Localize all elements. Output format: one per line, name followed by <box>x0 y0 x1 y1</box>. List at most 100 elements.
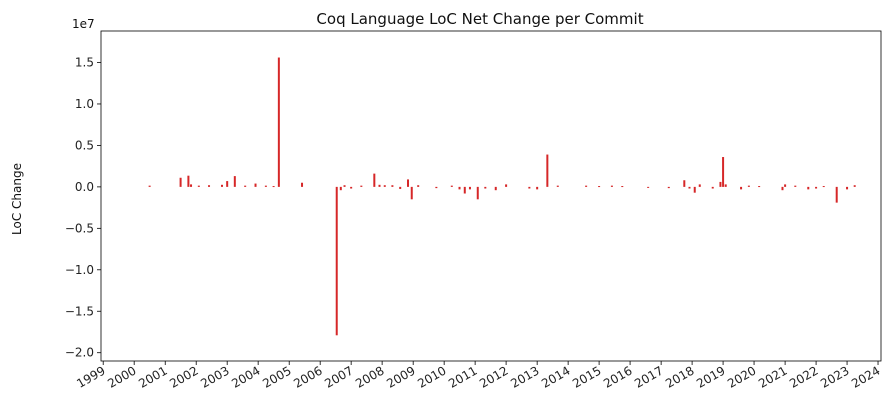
bar <box>476 186 479 200</box>
bar <box>667 186 670 189</box>
bar <box>647 186 650 188</box>
bar <box>740 186 743 190</box>
bar <box>722 157 725 187</box>
y-tick-label: 1.5 <box>75 56 94 70</box>
bar <box>463 186 466 194</box>
bar <box>598 186 601 188</box>
bar <box>621 186 624 188</box>
bar <box>272 186 275 188</box>
bar <box>399 186 402 189</box>
bar <box>781 186 784 191</box>
y-tick-label: 1.0 <box>75 97 94 111</box>
bar <box>546 154 549 187</box>
x-tick-label: 2014 <box>539 363 572 390</box>
bar <box>187 175 190 187</box>
bar <box>458 186 461 190</box>
y-tick-label: −2.0 <box>65 346 94 360</box>
bar <box>301 182 304 187</box>
bar <box>350 186 353 189</box>
bar <box>197 185 200 187</box>
bar <box>822 186 825 188</box>
x-tick-label: 2002 <box>167 363 200 390</box>
y-tick-label: −1.5 <box>65 304 94 318</box>
x-tick-label: 2007 <box>322 363 355 390</box>
bar <box>378 184 381 187</box>
bar <box>148 185 151 187</box>
bar <box>494 186 497 191</box>
bar <box>190 184 193 187</box>
x-tick-label: 2010 <box>415 363 448 390</box>
y-axis: −2.0 −1.5 −1.0 −0.5 0.0 0.5 1.0 1.5 <box>65 56 101 360</box>
bar <box>528 186 531 189</box>
x-tick-label: 2017 <box>632 363 665 390</box>
bar <box>807 186 810 190</box>
bar <box>391 185 394 187</box>
bar <box>784 184 787 187</box>
x-tick-label: 2000 <box>105 363 138 390</box>
x-tick-label: 2021 <box>756 363 789 390</box>
bar <box>724 184 727 187</box>
y-axis-label: LoC Change <box>10 163 24 235</box>
bars-group <box>148 57 856 336</box>
bar <box>221 184 224 187</box>
x-tick-label: 2022 <box>787 363 820 390</box>
x-tick-label: 2012 <box>477 363 510 390</box>
x-tick-label: 2009 <box>384 363 417 390</box>
bar <box>484 186 487 189</box>
bar <box>747 185 750 187</box>
x-tick-label: 2005 <box>260 363 293 390</box>
bar <box>264 185 267 187</box>
x-axis: 1999200020012002200320042005200620072008… <box>74 361 883 391</box>
bar <box>179 177 182 187</box>
bar <box>585 185 588 187</box>
y-tick-label: −1.0 <box>65 263 94 277</box>
bar <box>536 186 539 190</box>
bar <box>815 186 818 189</box>
y-axis-multiplier: 1e7 <box>72 17 95 31</box>
y-tick-label: 0.0 <box>75 180 94 194</box>
bar <box>373 173 376 187</box>
bar <box>450 185 453 187</box>
x-tick-label: 2001 <box>136 363 169 390</box>
x-tick-label: 2011 <box>446 363 479 390</box>
bar <box>758 186 761 188</box>
x-tick-label: 2008 <box>353 363 386 390</box>
bar <box>343 185 346 187</box>
bar <box>693 186 696 193</box>
bar <box>335 186 338 336</box>
x-tick-label: 2015 <box>570 363 603 390</box>
y-tick-label: −0.5 <box>65 221 94 235</box>
bar <box>233 176 236 187</box>
bar <box>683 180 686 187</box>
bar <box>383 185 386 187</box>
bar <box>277 57 280 187</box>
x-tick-label: 2024 <box>849 363 882 390</box>
x-tick-label: 2006 <box>291 363 324 390</box>
plot-frame <box>100 30 882 362</box>
bar <box>226 181 229 187</box>
x-tick-label: 2019 <box>694 363 727 390</box>
bar <box>254 183 257 187</box>
chart-title: Coq Language LoC Net Change per Commit <box>316 10 643 28</box>
bar <box>208 185 211 187</box>
bar <box>407 179 410 187</box>
bar <box>688 186 691 189</box>
x-tick-label: 2013 <box>508 363 541 390</box>
bar <box>853 185 856 187</box>
x-tick-label: 2016 <box>601 363 634 390</box>
x-tick-label: 2003 <box>198 363 231 390</box>
bar <box>556 185 559 187</box>
bar <box>339 186 342 191</box>
bar <box>794 185 797 187</box>
bar <box>610 185 613 187</box>
x-tick-label: 1999 <box>74 363 107 390</box>
bar <box>244 185 247 187</box>
bar <box>410 186 413 200</box>
y-tick-label: 0.5 <box>75 138 94 152</box>
bar <box>835 186 838 203</box>
bar <box>435 186 438 189</box>
x-tick-label: 2020 <box>725 363 758 390</box>
bar <box>711 186 714 189</box>
